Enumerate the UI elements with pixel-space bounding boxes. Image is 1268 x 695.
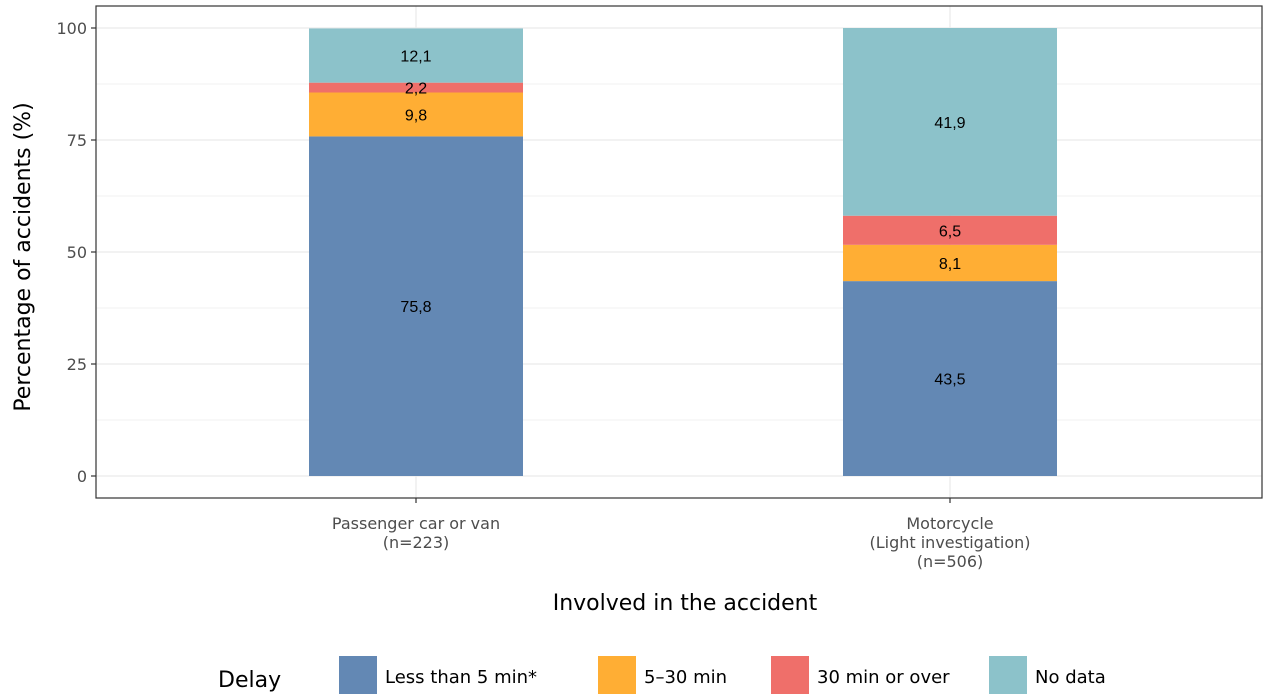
y-tick-label: 0	[77, 467, 87, 486]
y-tick-label: 75	[67, 131, 87, 150]
bar-segment-30-min-or-over	[843, 215, 1057, 245]
y-axis-title: Percentage of accidents (%)	[11, 102, 36, 411]
bar-value-label: 6,5	[939, 223, 961, 240]
bars	[309, 28, 1057, 476]
grid-lines	[96, 6, 1262, 498]
bar-segment-30-min-or-over	[309, 82, 523, 93]
bar-segment-5-30-min	[843, 244, 1057, 282]
bar-segment-5-30-min	[309, 92, 523, 137]
legend-key	[771, 656, 809, 694]
bar-value-label: 8,1	[939, 256, 961, 273]
legend-key	[598, 656, 636, 694]
legend-title: Delay	[218, 668, 281, 693]
legend: Delay Less than 5 min* 5–30 min 30 min or …	[218, 656, 1106, 694]
y-tick-label: 50	[67, 243, 87, 262]
x-axis: Passenger car or van (n=223) Motorcycle (Li…	[332, 498, 1031, 571]
x-tick-label-line: Passenger car or van	[332, 514, 500, 533]
x-axis-title: Involved in the accident	[553, 591, 818, 616]
x-tick-label-line: (n=223)	[383, 533, 450, 552]
x-tick-label-line: (n=506)	[917, 552, 984, 571]
bar-value-label: 75,8	[400, 299, 431, 316]
bar-segment-less-than-5-min-	[309, 136, 523, 476]
bar-value-label: 43,5	[934, 372, 965, 389]
x-tick-label: Passenger car or van (n=223)	[332, 514, 500, 552]
bar-value-label: 12,1	[400, 49, 431, 66]
legend-label: 30 min or over	[817, 667, 950, 688]
legend-label: 5–30 min	[644, 667, 727, 688]
y-tick-label: 25	[67, 355, 87, 374]
legend-key	[339, 656, 377, 694]
bar-segment-no-data	[843, 28, 1057, 216]
y-tick-label: 100	[56, 19, 87, 38]
x-tick-label-line: Motorcycle	[906, 514, 993, 533]
x-tick-label: Motorcycle (Light investigation) (n=506)	[869, 514, 1030, 571]
x-tick-label-line: (Light investigation)	[869, 533, 1030, 552]
y-axis: 0 25 50 75 100	[56, 19, 96, 486]
bar-labels: 75,8 9,8 2,2 12,1 43,5 8,1 6,5 41,9	[400, 49, 965, 389]
bar-value-label: 9,8	[405, 107, 427, 124]
legend-label: Less than 5 min*	[385, 667, 537, 688]
bar-segment-no-data	[309, 28, 523, 83]
bar-value-label: 41,9	[934, 115, 965, 132]
bar-value-label: 2,2	[405, 81, 427, 98]
legend-key	[989, 656, 1027, 694]
legend-label: No data	[1035, 667, 1106, 688]
bar-segment-less-than-5-min-	[843, 281, 1057, 476]
